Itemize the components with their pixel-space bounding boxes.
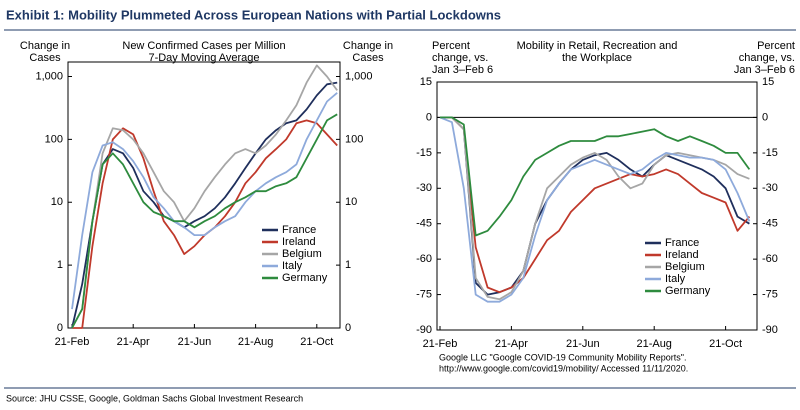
legend-label: Germany: [665, 285, 711, 297]
x-tick-label: 21-Aug: [238, 336, 273, 348]
chart-title: the Workplace: [562, 52, 632, 64]
x-tick-label: 21-Jun: [566, 338, 600, 350]
y2-tick-label: -75: [762, 288, 778, 300]
y2-tick-label: -60: [762, 253, 778, 265]
y2-tick-label: 0: [762, 111, 768, 123]
y2-tick-label: 10: [345, 196, 357, 208]
chart-title: New Confirmed Cases per Million: [122, 40, 285, 52]
y2-axis-label: Jan 3–Feb 6: [734, 64, 795, 76]
x-tick-label: 21-Feb: [423, 338, 458, 350]
source: Source: JHU CSSE, Google, Goldman Sachs …: [6, 393, 303, 403]
legend-label: Italy: [282, 260, 303, 272]
y2-tick-label: 1: [345, 259, 351, 271]
y2-tick-label: 1,000: [345, 70, 373, 82]
y2-tick-label: 0: [345, 322, 351, 334]
x-tick-label: 21-Feb: [55, 336, 90, 348]
series-line: [71, 92, 338, 310]
chart-title: 7-Day Moving Average: [148, 52, 259, 64]
y-tick-label: 1: [57, 259, 63, 271]
y-axis-label: change, vs.: [432, 52, 488, 64]
chart-note: http://www.google.com/covid19/mobility/ …: [439, 363, 688, 373]
x-tick-label: 21-Aug: [636, 338, 671, 350]
y2-tick-label: -90: [762, 324, 778, 336]
y-tick-label: 0: [57, 322, 63, 334]
x-tick-label: 21-Apr: [495, 338, 528, 350]
y-axis-label: Change in: [20, 40, 70, 52]
series-line: [439, 116, 751, 303]
legend-label: France: [665, 237, 699, 249]
series-line: [440, 116, 750, 296]
y-tick-label: 1,000: [35, 70, 63, 82]
y-tick-label: -90: [416, 324, 432, 336]
y-tick-label: -60: [416, 253, 432, 265]
legend-label: France: [282, 224, 316, 236]
y2-tick-label: -15: [762, 147, 778, 159]
y-tick-label: -30: [416, 182, 432, 194]
y2-tick-label: -45: [762, 218, 778, 230]
legend-label: Germany: [282, 272, 328, 284]
y2-axis-label: Cases: [352, 52, 384, 64]
series-line: [71, 81, 338, 329]
y-tick-label: 0: [426, 111, 432, 123]
chart-title: Mobility in Retail, Recreation and: [517, 40, 678, 52]
legend-label: Italy: [665, 273, 686, 285]
y2-tick-label: 100: [345, 133, 363, 145]
y2-axis-label: Percent: [757, 40, 795, 52]
y-tick-label: -45: [416, 218, 432, 230]
legend-label: Belgium: [282, 248, 322, 260]
y-axis-label: Cases: [29, 52, 61, 64]
x-tick-label: 21-Oct: [300, 336, 333, 348]
y-tick-label: -75: [416, 288, 432, 300]
series-line: [440, 116, 751, 294]
y-tick-label: 10: [51, 196, 63, 208]
x-tick-label: 21-Oct: [709, 338, 742, 350]
x-tick-label: 21-Apr: [117, 336, 150, 348]
legend-label: Belgium: [665, 261, 705, 273]
y-tick-label: -15: [416, 147, 432, 159]
y2-axis-label: Change in: [343, 40, 393, 52]
y2-tick-label: -30: [762, 182, 778, 194]
y-tick-label: 100: [45, 133, 63, 145]
legend-label: Ireland: [665, 249, 699, 261]
x-tick-label: 21-Jun: [178, 336, 212, 348]
y2-tick-label: 15: [762, 76, 774, 88]
page-title: Exhibit 1: Mobility Plummeted Across Eur…: [6, 7, 501, 22]
chart-note: Google LLC "Google COVID-19 Community Mo…: [439, 352, 687, 362]
series-line: [440, 116, 751, 237]
series-line: [71, 64, 338, 329]
plot-frame: [67, 61, 341, 329]
y-tick-label: 15: [420, 76, 432, 88]
series-line: [71, 113, 338, 329]
y-axis-label: Jan 3–Feb 6: [432, 64, 493, 76]
y2-axis-label: change, vs.: [739, 52, 795, 64]
plot-frame: [436, 81, 758, 331]
legend-label: Ireland: [282, 236, 316, 248]
y-axis-label: Percent: [432, 40, 470, 52]
